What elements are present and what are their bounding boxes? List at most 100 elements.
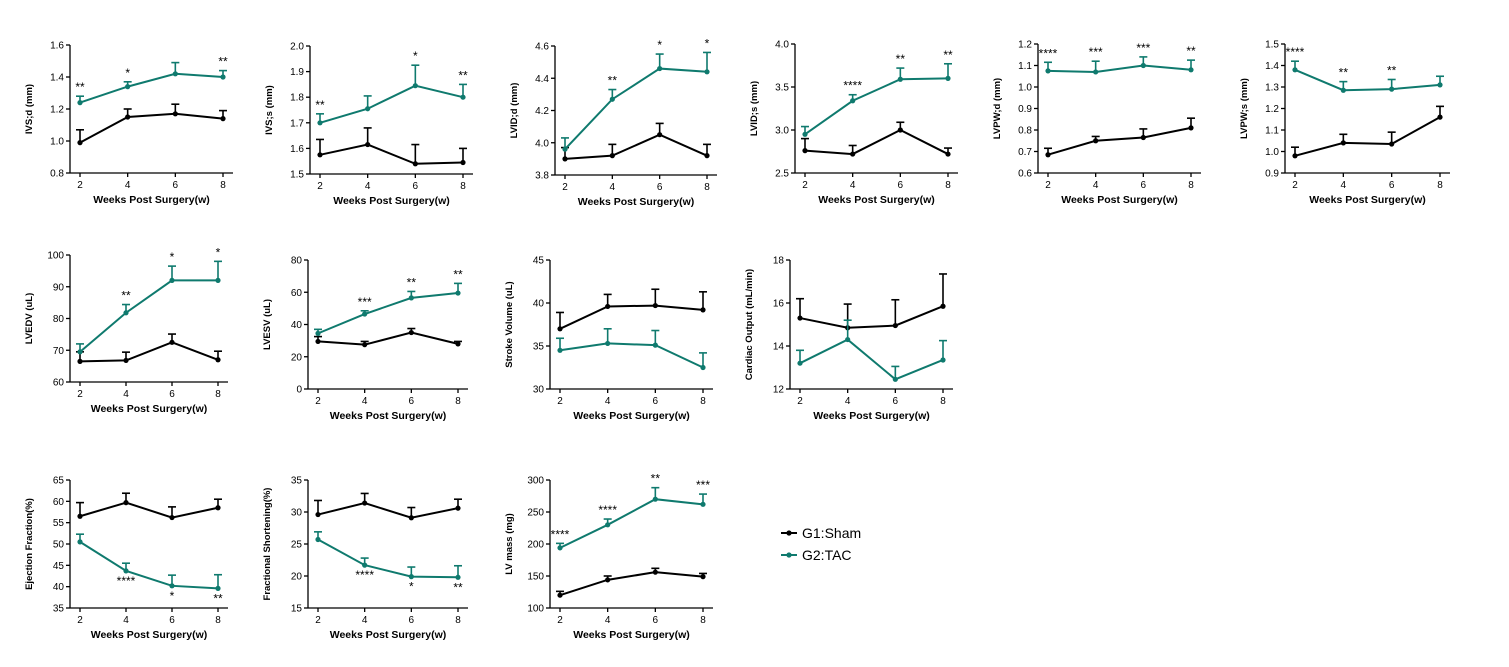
data-point xyxy=(77,539,83,545)
x-tick-label: 8 xyxy=(455,396,461,407)
significance-marker: ** xyxy=(651,472,661,486)
y-tick-label: 2.0 xyxy=(290,42,304,53)
series-line xyxy=(1294,68,1441,92)
series-tac xyxy=(796,319,947,382)
x-tick-label: 8 xyxy=(215,615,221,626)
x-tick-label: 4 xyxy=(845,396,851,407)
x-tick-label: 8 xyxy=(1437,180,1443,191)
x-tick-label: 2 xyxy=(315,396,321,407)
series-line xyxy=(559,304,704,330)
series-tac xyxy=(561,51,711,152)
y-axis-label: LVEDV (uL) xyxy=(24,293,35,345)
data-point xyxy=(1437,114,1443,120)
x-tick-label: 2 xyxy=(1292,180,1298,191)
x-tick-label: 8 xyxy=(700,615,706,626)
series-sham xyxy=(316,127,467,167)
x-tick-label: 6 xyxy=(898,180,904,191)
x-tick-label: 8 xyxy=(455,615,461,626)
data-point xyxy=(605,303,611,310)
chart-panel-4: 2.5 3.0 3.5 4.0 2 4 6 8 Weeks Post Surgery(w) LVI… xyxy=(749,40,958,206)
significance-marker: * xyxy=(409,580,414,594)
x-tick-label: 6 xyxy=(1389,180,1395,191)
y-tick-label: 1.1 xyxy=(1265,126,1279,137)
significance-marker: * xyxy=(216,245,221,259)
series-sham xyxy=(76,333,222,364)
data-point xyxy=(172,71,178,77)
x-tick-label: 4 xyxy=(362,615,368,626)
data-point xyxy=(1188,125,1194,131)
series-line xyxy=(79,112,224,144)
series-tac xyxy=(801,62,952,137)
data-point xyxy=(557,347,563,353)
y-tick-label: 16 xyxy=(773,299,785,310)
data-point xyxy=(77,513,83,519)
x-axis-label: Weeks Post Surgery(w) xyxy=(333,195,450,207)
data-point xyxy=(1140,134,1146,141)
data-point xyxy=(605,340,611,347)
chart-panel-7: 60 70 80 90 100 2 4 6 8 Weeks Post Surgery(w) LVED… xyxy=(24,245,228,415)
y-tick-label: 15 xyxy=(291,604,303,615)
x-tick-label: 4 xyxy=(605,396,611,407)
data-point xyxy=(1188,67,1194,73)
x-tick-label: 2 xyxy=(77,180,83,191)
y-tick-label: 35 xyxy=(53,604,65,615)
y-tick-label: 25 xyxy=(291,540,303,551)
chart-panel-9: 30 35 40 45 2 4 6 8 Weeks Post Surgery(w) Stroke … xyxy=(504,256,713,422)
data-point xyxy=(557,326,563,332)
data-point xyxy=(123,500,129,506)
data-point xyxy=(408,329,414,336)
x-tick-label: 2 xyxy=(77,389,83,400)
series-line xyxy=(1294,116,1441,157)
data-point xyxy=(1093,69,1099,75)
x-tick-label: 6 xyxy=(653,615,659,626)
series-line xyxy=(559,571,704,597)
x-axis-label: Weeks Post Surgery(w) xyxy=(573,410,690,422)
x-axis-label: Weeks Post Surgery(w) xyxy=(818,194,935,206)
data-point xyxy=(123,568,129,574)
y-tick-label: 40 xyxy=(291,320,303,331)
data-point xyxy=(77,349,83,355)
series-tac xyxy=(314,282,462,336)
data-point xyxy=(945,75,951,81)
data-point xyxy=(1045,68,1051,74)
x-tick-label: 2 xyxy=(315,615,321,626)
data-point xyxy=(609,153,615,159)
data-point xyxy=(845,336,851,343)
data-point xyxy=(315,338,321,345)
y-tick-label: 1.1 xyxy=(1018,61,1032,72)
significance-marker: ** xyxy=(213,591,223,605)
significance-marker: ** xyxy=(943,48,953,62)
y-tick-label: 35 xyxy=(533,342,545,353)
significance-marker: * xyxy=(125,66,130,80)
series-line xyxy=(79,279,218,353)
y-tick-label: 70 xyxy=(53,346,65,357)
y-tick-label: 3.5 xyxy=(775,83,789,94)
y-tick-label: 200 xyxy=(527,540,544,551)
y-tick-label: 40 xyxy=(533,299,545,310)
x-tick-label: 4 xyxy=(605,615,611,626)
y-tick-label: 35 xyxy=(291,476,303,487)
significance-marker: ** xyxy=(1186,44,1196,58)
chart-panel-5: 0.6 0.7 0.8 0.9 1.0 1.1 1.2 2 4 6 8 Weeks Post Surg… xyxy=(992,40,1201,206)
data-point xyxy=(77,140,83,146)
significance-marker: ** xyxy=(1339,66,1349,80)
y-tick-label: 100 xyxy=(527,604,544,615)
significance-marker: ** xyxy=(453,580,463,594)
data-point xyxy=(605,577,611,583)
data-point xyxy=(169,583,175,589)
x-tick-label: 4 xyxy=(850,180,856,191)
y-tick-label: 60 xyxy=(53,378,65,389)
data-point xyxy=(412,83,418,89)
y-tick-label: 250 xyxy=(527,508,544,519)
x-tick-label: 2 xyxy=(317,181,323,192)
data-point xyxy=(1389,141,1395,147)
x-tick-label: 6 xyxy=(893,396,899,407)
x-tick-label: 6 xyxy=(409,396,415,407)
series-line xyxy=(564,67,708,150)
x-tick-label: 8 xyxy=(215,389,221,400)
series-sham xyxy=(801,121,952,157)
series-sham xyxy=(76,492,222,521)
y-axis-label: LVESV (uL) xyxy=(262,299,273,350)
x-tick-label: 4 xyxy=(125,180,131,191)
x-axis-label: Weeks Post Surgery(w) xyxy=(91,403,208,415)
